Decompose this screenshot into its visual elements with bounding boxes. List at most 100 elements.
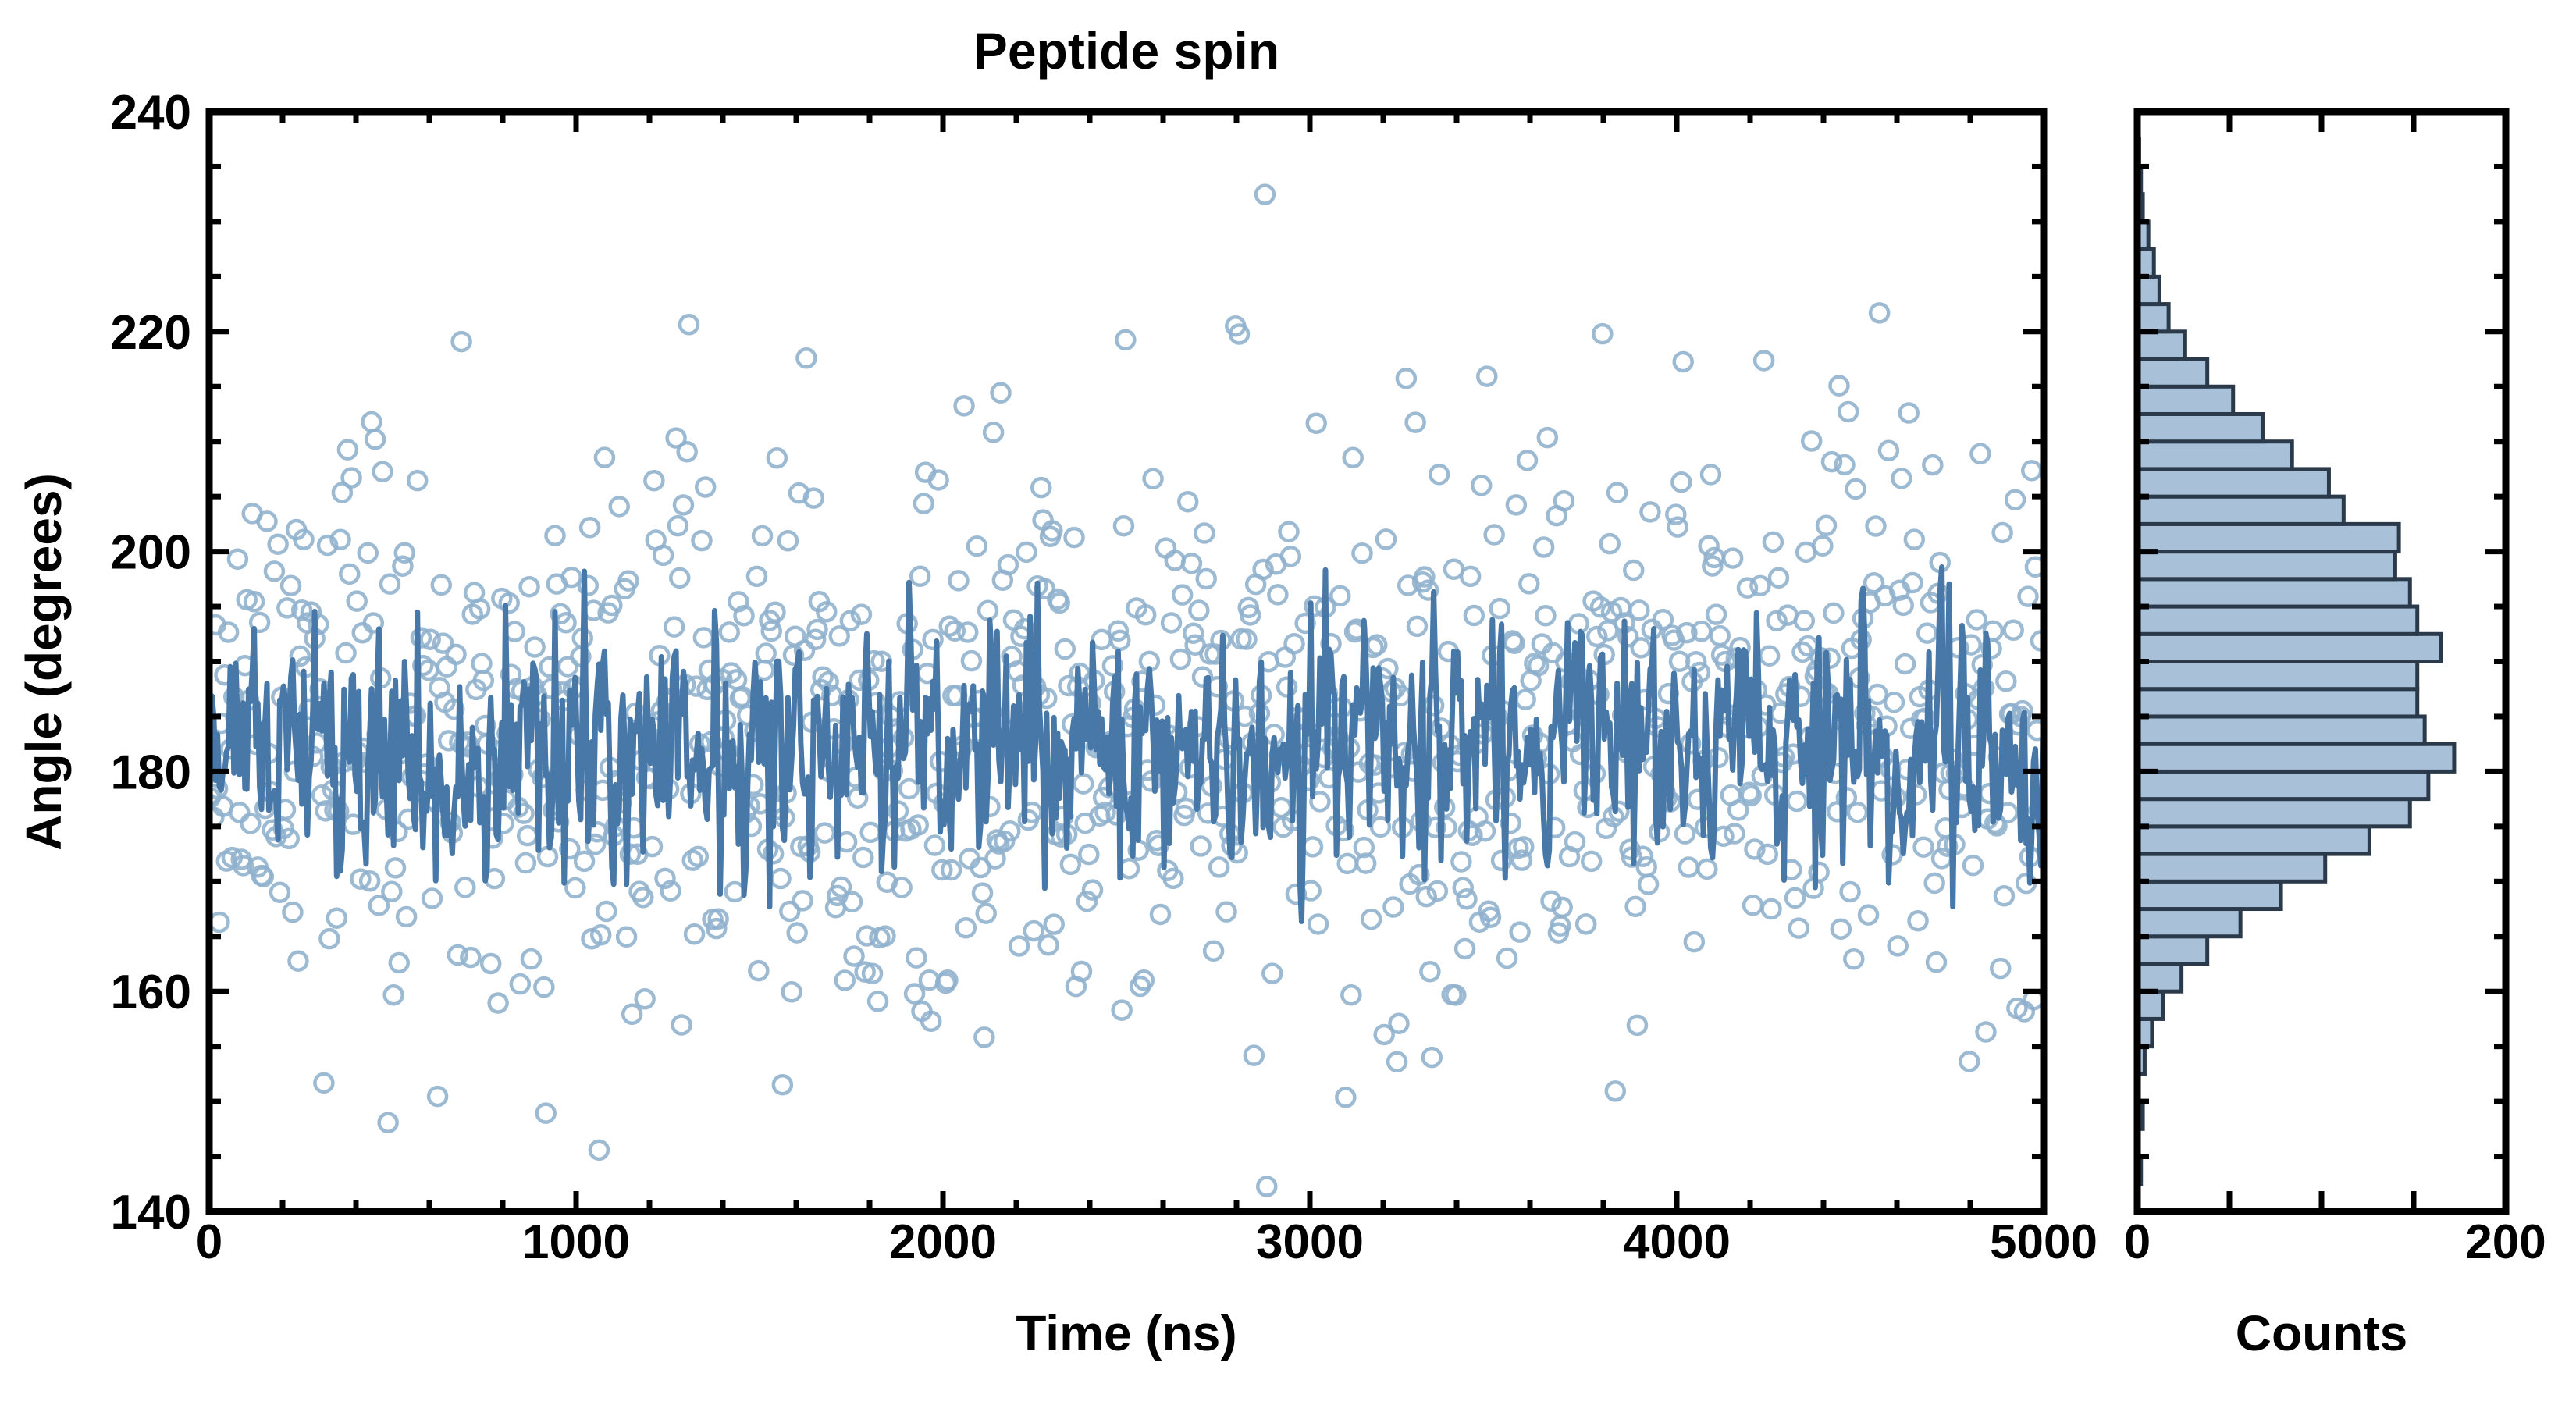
scatter-point: [834, 969, 856, 991]
scatter-point: [948, 570, 970, 592]
scatter-point: [379, 573, 401, 595]
scatter-point: [1551, 896, 1573, 919]
scatter-point: [846, 787, 869, 809]
scatter-point: [1076, 890, 1098, 912]
scatter-point: [335, 642, 357, 664]
scatter-point: [578, 517, 601, 539]
scatter-point: [1857, 904, 1880, 926]
scatter-point: [1023, 919, 1045, 942]
scatter-point: [1417, 579, 1439, 601]
scatter-point: [1436, 816, 1457, 838]
scatter-point: [1925, 951, 1948, 973]
scatter-point: [1305, 412, 1327, 435]
scatter-point: [632, 886, 654, 909]
scatter-point: [745, 565, 768, 588]
scatter-point: [1509, 921, 1531, 943]
scatter-point: [269, 881, 291, 903]
scatter-point: [1912, 836, 1934, 858]
scatter-point: [938, 615, 960, 637]
scatter-point: [412, 654, 434, 677]
scatter-point: [460, 946, 482, 969]
hist-x-tick-label: 200: [2465, 1215, 2546, 1269]
scatter-point: [971, 882, 994, 904]
scatter-point: [293, 528, 315, 550]
scatter-point: [733, 605, 755, 627]
scatter-point: [1307, 913, 1329, 935]
x-tick-label: 1000: [522, 1215, 630, 1269]
scatter-point: [1815, 514, 1838, 537]
scatter-point: [1564, 831, 1586, 853]
scatter-point: [1406, 615, 1429, 638]
scatter-point: [388, 951, 410, 974]
scatter-point: [1586, 625, 1608, 648]
histogram-bars: [2135, 137, 2457, 1186]
scatter-point: [443, 698, 465, 720]
scatter-point: [1721, 547, 1744, 569]
scatter-point: [1532, 536, 1555, 558]
scatter-point: [518, 576, 540, 598]
scatter-point: [240, 813, 262, 834]
scatter-point: [755, 642, 777, 664]
scatter-point: [513, 802, 535, 824]
scatter-point: [907, 814, 930, 836]
scatter-point: [1727, 799, 1749, 821]
scatter-point: [1115, 329, 1137, 351]
scatter-point: [777, 530, 799, 552]
scatter-point: [687, 845, 710, 868]
scatter-point: [802, 487, 825, 509]
scatter-point: [1342, 446, 1364, 469]
scatter-point: [841, 891, 863, 913]
scatter-point: [1784, 887, 1806, 909]
scatter-point: [1013, 618, 1036, 640]
scatter-point: [372, 461, 393, 482]
scatter-point: [1395, 368, 1418, 389]
scatter-point: [1624, 895, 1646, 918]
scatter-point: [276, 597, 298, 619]
scatter-point: [1329, 585, 1351, 607]
scatter-point: [678, 314, 700, 336]
scatter-point: [243, 591, 265, 613]
scatter-point: [1453, 937, 1476, 960]
scatter-point: [608, 496, 630, 518]
scatter-point: [287, 950, 309, 972]
scatter-point: [559, 838, 581, 860]
scatter-point: [1969, 443, 1991, 464]
scatter-point: [1766, 610, 1788, 631]
x-tick-label: 2000: [889, 1215, 997, 1269]
scatter-point: [683, 923, 706, 945]
scatter-point: [771, 1073, 794, 1096]
histogram-bar: [2135, 852, 2328, 884]
scatter-point: [1470, 475, 1493, 496]
scatter-point: [588, 1139, 610, 1161]
main-axis-ticks: [206, 108, 2047, 1215]
scatter-point: [691, 529, 713, 552]
scatter-point: [1162, 867, 1184, 890]
scatter-point: [1190, 835, 1212, 857]
scatter-point: [589, 923, 612, 946]
scatter-point: [1353, 836, 1375, 859]
scatter-point: [406, 469, 429, 492]
scatter-point: [1503, 632, 1525, 654]
scatter-point: [617, 570, 639, 592]
scatter-point: [940, 859, 962, 881]
scatter-point: [524, 636, 546, 658]
scatter-point: [1863, 572, 1885, 594]
scatter-point: [1278, 521, 1300, 542]
scatter-point: [812, 666, 834, 688]
scatter-point: [999, 820, 1021, 842]
scatter-point: [1426, 880, 1449, 902]
scatter-point: [1415, 885, 1437, 908]
histogram-panel: 0 200 Counts: [2124, 108, 2546, 1361]
scatter-point: [1828, 375, 1850, 397]
scatter-point: [381, 880, 403, 903]
scatter-point: [331, 482, 354, 503]
scatter-point: [1369, 816, 1392, 838]
scatter-point: [1101, 655, 1124, 677]
scatter-point: [1252, 558, 1274, 581]
scatter-point: [1903, 528, 1926, 550]
scatter-point: [1382, 896, 1404, 918]
scatter-point: [426, 1085, 449, 1108]
scatter-point: [1553, 489, 1575, 512]
scatter-point: [1966, 609, 1987, 631]
scatter-point: [830, 876, 852, 898]
